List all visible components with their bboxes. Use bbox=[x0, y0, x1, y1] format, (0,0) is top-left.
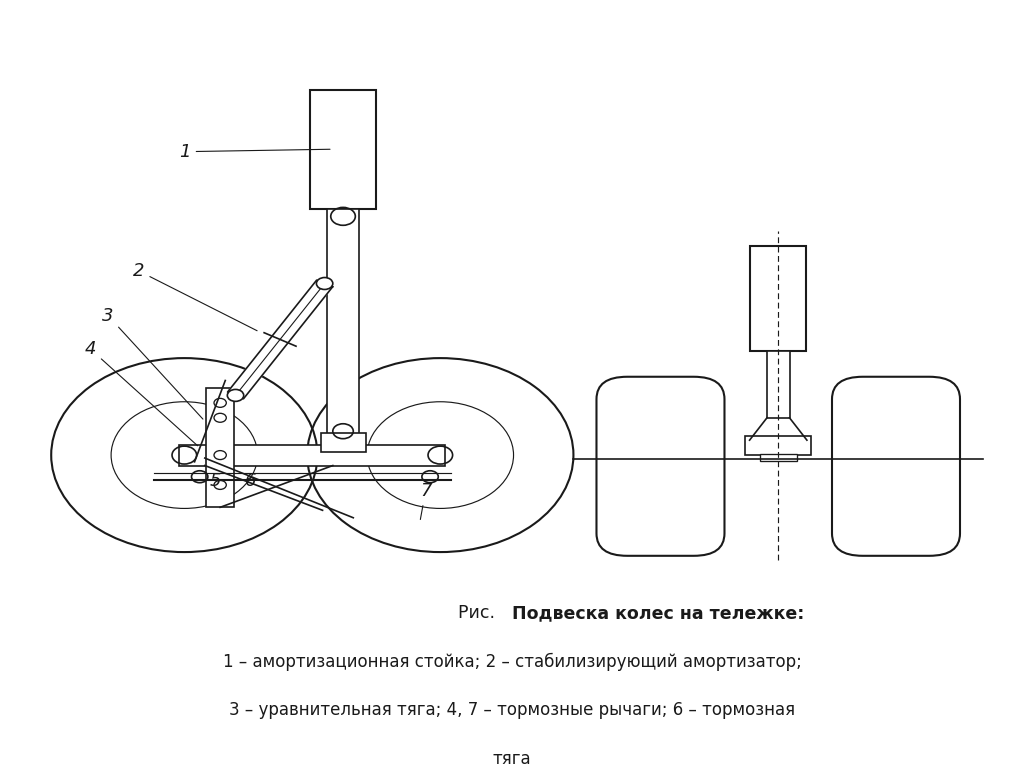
Text: Подвеска колес на тележке:: Подвеска колес на тележке: bbox=[512, 604, 805, 622]
Circle shape bbox=[316, 278, 333, 289]
FancyBboxPatch shape bbox=[596, 377, 725, 556]
Bar bbox=[321, 433, 366, 452]
Text: 6: 6 bbox=[245, 472, 257, 490]
Bar bbox=[179, 445, 445, 466]
Text: 2: 2 bbox=[133, 262, 257, 331]
Text: 5: 5 bbox=[209, 472, 221, 490]
Text: 7: 7 bbox=[420, 482, 431, 519]
Bar bbox=[750, 246, 807, 351]
Text: 3: 3 bbox=[102, 307, 203, 419]
Bar bbox=[206, 388, 234, 507]
Bar bbox=[767, 351, 790, 418]
Text: тяга: тяга bbox=[493, 750, 531, 767]
Bar bbox=[309, 90, 377, 209]
Bar bbox=[745, 436, 811, 455]
Bar bbox=[760, 453, 797, 461]
Circle shape bbox=[227, 390, 244, 401]
FancyBboxPatch shape bbox=[831, 377, 961, 556]
Text: 3 – уравнительная тяга; 4, 7 – тормозные рычаги; 6 – тормозная: 3 – уравнительная тяга; 4, 7 – тормозные… bbox=[229, 701, 795, 719]
Text: 1: 1 bbox=[179, 143, 330, 160]
Text: 1 – амортизационная стойка; 2 – стабилизирующий амортизатор;: 1 – амортизационная стойка; 2 – стабилиз… bbox=[222, 653, 802, 671]
Text: Рис.: Рис. bbox=[459, 604, 512, 622]
Polygon shape bbox=[227, 280, 333, 399]
Bar bbox=[327, 209, 359, 441]
Text: 4: 4 bbox=[85, 341, 198, 446]
